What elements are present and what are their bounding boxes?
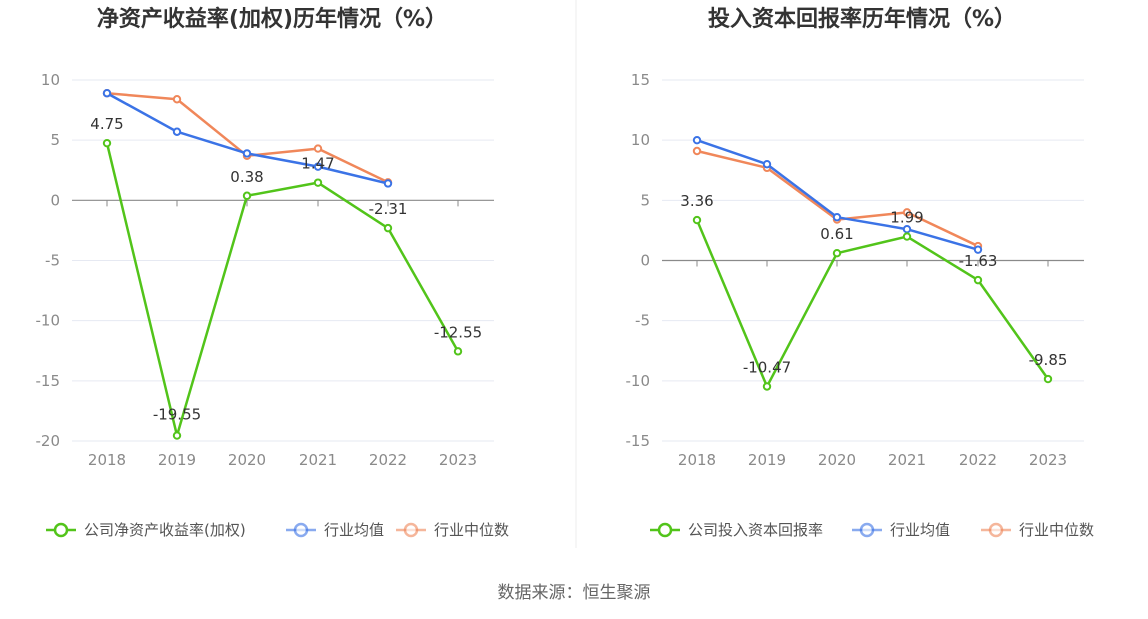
data-point-company	[453, 347, 463, 356]
data-point-company	[692, 215, 702, 225]
legend-item-company: 公司投入资本回报率	[650, 521, 823, 539]
data-label: 0.38	[230, 168, 263, 186]
y-tick-label: 0	[640, 252, 650, 270]
y-tick-label: 10	[631, 131, 650, 149]
legend-marker	[988, 522, 1004, 538]
legend-marker	[859, 522, 875, 538]
data-point-company	[973, 275, 983, 285]
legend-label: 行业中位数	[1019, 521, 1094, 539]
series-line-company	[695, 219, 1050, 388]
y-tick-label: 5	[50, 131, 60, 149]
y-tick-label: -10	[36, 312, 61, 330]
legend-marker	[403, 522, 419, 538]
y-tick-label: -10	[626, 372, 651, 390]
y-tick-label: 15	[631, 71, 650, 89]
legend-item-avg: 行业均值	[286, 521, 384, 539]
legend-label: 行业中位数	[434, 521, 509, 539]
data-point-avg	[383, 179, 393, 188]
legend-item-median: 行业中位数	[396, 521, 509, 539]
chart-title: 投入资本回报率历年情况（%）	[708, 6, 1016, 32]
data-label: 1.47	[301, 155, 334, 173]
x-tick-label: 2022	[369, 451, 407, 469]
data-label: 0.61	[820, 225, 853, 243]
legend-marker	[657, 522, 673, 538]
data-point-median	[172, 95, 182, 104]
data-point-avg	[902, 225, 912, 234]
data-label: 1.99	[890, 209, 923, 227]
data-point-avg	[832, 212, 842, 222]
source-note: 数据来源：恒生聚源	[498, 583, 651, 603]
data-point-company	[383, 223, 393, 233]
data-point-avg	[102, 89, 112, 98]
data-point-median	[313, 144, 323, 153]
x-tick-label: 2021	[888, 451, 926, 469]
y-tick-label: -5	[635, 312, 650, 330]
chart-panel-1: 净资产收益率(加权)历年情况（%） 10 5 0 -5 -10 -15 -20 2018 2019…	[36, 6, 510, 539]
chart-panel-2: 投入资本回报率历年情况（%） 15 10 5 0 -5 -10 -15 2018 2019 2020…	[626, 6, 1095, 539]
data-point-company	[102, 138, 112, 148]
x-tick-label: 2022	[959, 451, 997, 469]
data-point-company	[902, 232, 912, 241]
y-tick-label: 10	[41, 71, 60, 89]
legend-label: 公司投入资本回报率	[688, 521, 823, 539]
y-tick-label: -20	[36, 432, 61, 450]
data-point-company	[1043, 374, 1053, 384]
legend-marker	[293, 522, 309, 538]
x-tick-label: 2020	[818, 451, 856, 469]
legend-marker	[53, 522, 69, 538]
x-tick-label: 2023	[439, 451, 477, 469]
data-point-median	[902, 208, 912, 217]
data-label: -9.85	[1029, 351, 1068, 369]
data-point-company	[762, 382, 772, 391]
data-label: -12.55	[434, 323, 482, 341]
data-label: -2.31	[369, 200, 408, 218]
x-tick-label: 2021	[299, 451, 337, 469]
y-tick-label: -15	[36, 372, 61, 390]
x-tick-label: 2018	[88, 451, 126, 469]
x-tick-label: 2020	[228, 451, 266, 469]
x-tick-label: 2018	[678, 451, 716, 469]
data-point-company	[242, 191, 252, 200]
chart-title: 净资产收益率(加权)历年情况（%）	[97, 6, 447, 32]
data-point-avg	[172, 127, 182, 136]
y-tick-label: -5	[45, 252, 60, 270]
data-label: -1.63	[959, 252, 998, 270]
data-point-company	[172, 431, 182, 440]
data-point-company	[313, 178, 323, 187]
y-tick-label: -15	[626, 432, 651, 450]
legend-label: 行业均值	[324, 521, 384, 539]
data-point-avg	[313, 162, 323, 171]
y-tick-label: 5	[640, 191, 650, 209]
data-label: -10.47	[743, 358, 791, 376]
data-point-avg	[973, 245, 983, 254]
series-line-company	[105, 142, 460, 437]
legend-label: 行业均值	[890, 521, 950, 539]
data-point-avg	[692, 135, 702, 145]
x-tick-label: 2023	[1029, 451, 1067, 469]
data-point-avg	[242, 149, 252, 158]
legend-item-median: 行业中位数	[981, 521, 1094, 539]
data-point-median	[692, 146, 702, 156]
legend-label: 公司净资产收益率(加权)	[84, 521, 246, 539]
x-tick-label: 2019	[748, 451, 786, 469]
legend-item-company: 公司净资产收益率(加权)	[46, 521, 246, 539]
data-label: 4.75	[90, 115, 123, 133]
data-point-avg	[762, 160, 772, 169]
x-tick-label: 2019	[158, 451, 196, 469]
data-label: -19.55	[153, 406, 201, 424]
y-tick-label: 0	[50, 191, 60, 209]
data-point-company	[832, 248, 842, 258]
data-label: 3.36	[680, 192, 713, 210]
legend-item-avg: 行业均值	[852, 521, 950, 539]
